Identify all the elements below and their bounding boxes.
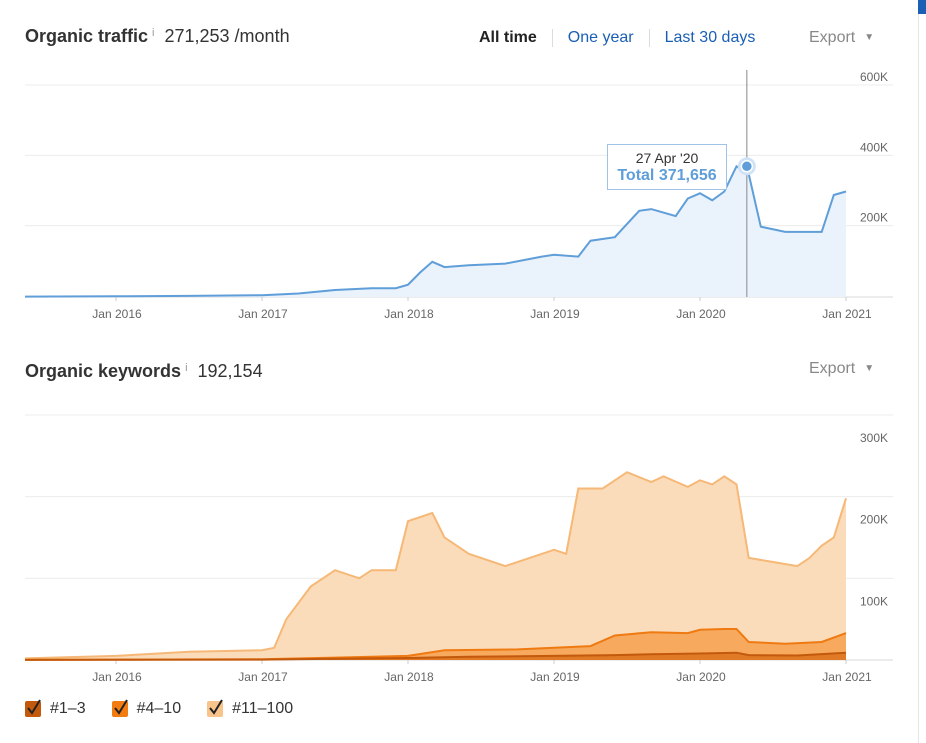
series-4-10-line bbox=[24, 628, 847, 661]
traffic-export-button[interactable]: Export ▼ bbox=[809, 29, 874, 47]
hover-point bbox=[740, 160, 754, 173]
x-tick-label: Jan 2019 bbox=[530, 307, 580, 321]
legend-item-11-100[interactable]: #11–100 bbox=[207, 699, 294, 718]
keywords-export-button[interactable]: Export ▼ bbox=[809, 360, 874, 378]
right-scroll-edge bbox=[918, 0, 926, 743]
legend-item-4-10[interactable]: #4–10 bbox=[111, 699, 182, 718]
y-tick-label: 200K bbox=[860, 211, 888, 225]
keywords-info-icon[interactable]: i bbox=[185, 362, 188, 374]
check-icon bbox=[27, 699, 41, 715]
x-tick-label: Jan 2021 bbox=[822, 307, 872, 321]
x-tick-label: Jan 2017 bbox=[238, 670, 288, 684]
x-tick-label: Jan 2019 bbox=[530, 670, 580, 684]
time-range-tabs: All time One year Last 30 days bbox=[470, 29, 770, 47]
y-tick-label: 600K bbox=[860, 70, 888, 84]
traffic-chart[interactable]: 200K 400K 600K Jan 2016 Jan 2017 Jan 2018 Jan … bbox=[0, 70, 900, 330]
keywords-chart[interactable]: 100K 200K 300K Jan 2016 Jan 2017 Jan 2018 Jan … bbox=[0, 410, 900, 690]
tooltip-total: Total 371,656 bbox=[617, 167, 717, 184]
y-tick-label: 100K bbox=[860, 594, 888, 608]
x-tick-label: Jan 2020 bbox=[676, 670, 726, 684]
keywords-legend: #1–3 #4–10 #11–100 bbox=[25, 699, 319, 718]
y-tick-label: 200K bbox=[860, 513, 888, 527]
tab-last-30-days[interactable]: Last 30 days bbox=[648, 29, 771, 47]
x-tick-label: Jan 2016 bbox=[92, 670, 142, 684]
check-icon bbox=[209, 699, 223, 715]
legend-label-11-100: #11–100 bbox=[232, 700, 294, 717]
right-edge-accent bbox=[918, 0, 926, 14]
traffic-area bbox=[25, 166, 846, 297]
traffic-tooltip: 27 Apr '20 Total 371,656 bbox=[607, 144, 727, 190]
legend-item-1-3[interactable]: #1–3 bbox=[25, 699, 86, 718]
x-tick-label: Jan 2021 bbox=[822, 670, 872, 684]
checkbox-4-10[interactable] bbox=[111, 699, 128, 717]
dropdown-caret-icon: ▼ bbox=[864, 363, 875, 374]
y-tick-label: 300K bbox=[860, 431, 888, 445]
series-11-100-area bbox=[25, 472, 846, 660]
legend-label-4-10: #4–10 bbox=[136, 700, 182, 717]
x-tick-label: Jan 2020 bbox=[676, 307, 726, 321]
keywords-value: 192,154 bbox=[197, 361, 263, 381]
traffic-line bbox=[24, 164, 847, 298]
tab-one-year[interactable]: One year bbox=[551, 29, 649, 47]
series-1-3-line bbox=[24, 651, 847, 661]
x-tick-label: Jan 2018 bbox=[384, 670, 434, 684]
tab-all-time[interactable]: All time bbox=[479, 29, 537, 46]
series-4-10-area bbox=[25, 629, 846, 660]
legend-label-1-3: #1–3 bbox=[50, 700, 86, 717]
checkbox-1-3[interactable] bbox=[25, 699, 41, 717]
x-tick-label: Jan 2016 bbox=[92, 307, 142, 321]
series-11-100-line bbox=[24, 471, 847, 660]
keywords-header: Organic keywords i 192,154 bbox=[25, 361, 263, 385]
tooltip-date: 27 Apr '20 bbox=[635, 150, 699, 166]
keywords-title: Organic keywords bbox=[25, 361, 182, 381]
keywords-export-label: Export bbox=[809, 360, 856, 377]
x-tick-label: Jan 2017 bbox=[238, 307, 288, 321]
series-1-3-area bbox=[25, 652, 846, 660]
traffic-info-icon[interactable]: i bbox=[152, 27, 155, 39]
y-tick-label: 400K bbox=[860, 140, 888, 154]
traffic-export-label: Export bbox=[809, 29, 856, 46]
traffic-value: 271,253 /month bbox=[164, 26, 290, 46]
traffic-title: Organic traffic bbox=[25, 26, 149, 46]
checkbox-11-100[interactable] bbox=[207, 699, 224, 717]
traffic-header: Organic traffic i 271,253 /month bbox=[25, 26, 290, 50]
x-tick-label: Jan 2018 bbox=[384, 307, 434, 321]
dropdown-caret-icon: ▼ bbox=[864, 32, 875, 43]
check-icon bbox=[113, 699, 128, 715]
